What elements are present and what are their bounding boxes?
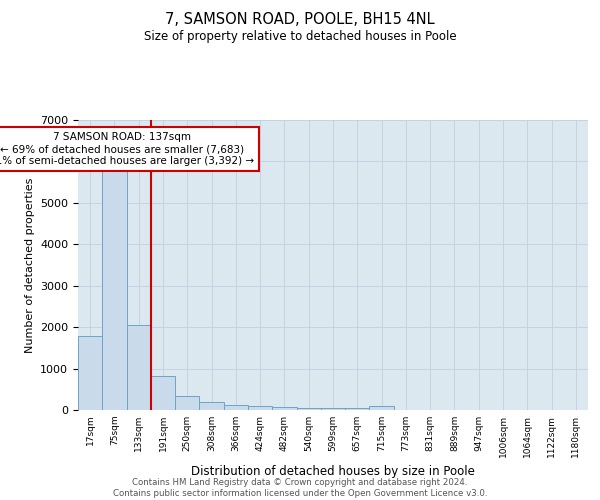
Bar (370, 406, 394, 410)
Bar (127, 324, 151, 410)
Bar (345, 408, 370, 410)
Bar (199, 402, 224, 410)
Bar (175, 396, 199, 410)
Y-axis label: Number of detached properties: Number of detached properties (25, 178, 35, 352)
Bar (248, 406, 272, 410)
Bar (272, 407, 296, 410)
Text: Size of property relative to detached houses in Poole: Size of property relative to detached ho… (143, 30, 457, 43)
Bar (102, 170, 127, 410)
Bar (151, 376, 175, 410)
Bar (296, 408, 321, 410)
Text: Contains HM Land Registry data © Crown copyright and database right 2024.
Contai: Contains HM Land Registry data © Crown c… (113, 478, 487, 498)
X-axis label: Distribution of detached houses by size in Poole: Distribution of detached houses by size … (191, 466, 475, 478)
Bar (78, 336, 102, 410)
Text: 7, SAMSON ROAD, POOLE, BH15 4NL: 7, SAMSON ROAD, POOLE, BH15 4NL (165, 12, 435, 28)
Bar (321, 408, 345, 410)
Bar (224, 405, 248, 410)
Text: 7 SAMSON ROAD: 137sqm
← 69% of detached houses are smaller (7,683)
31% of semi-d: 7 SAMSON ROAD: 137sqm ← 69% of detached … (0, 132, 254, 166)
